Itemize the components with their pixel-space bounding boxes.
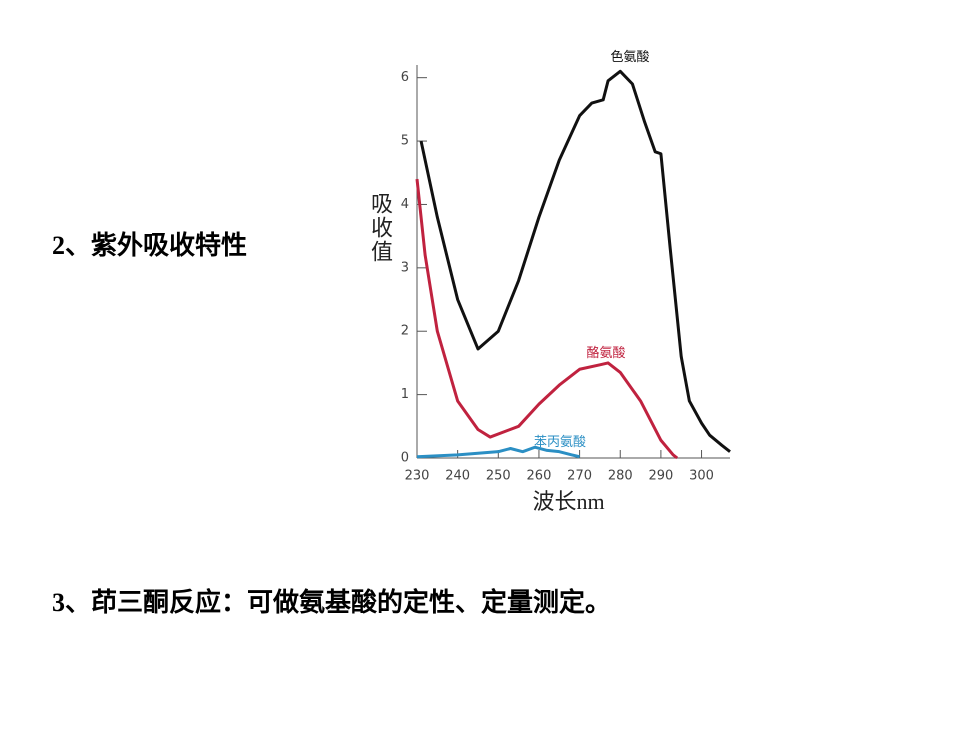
- x-tick-label: 270: [567, 469, 592, 484]
- y-tick-label: 2: [401, 324, 409, 339]
- y-axis-title: 吸收值: [368, 192, 393, 264]
- heading: 2、紫外吸收特性: [52, 230, 247, 260]
- series-label: 酪氨酸: [586, 345, 625, 360]
- data-line: [419, 69, 731, 453]
- data-line: [416, 445, 580, 459]
- series-label: 色氨酸: [610, 49, 649, 64]
- x-tick-label: 260: [527, 469, 552, 484]
- y-tick-label: 6: [401, 70, 409, 85]
- y-tick-label: 0: [401, 451, 409, 466]
- y-tick-label: 5: [401, 134, 409, 149]
- heading: 3、茚三酮反应：可做氨基酸的定性、定量测定。: [52, 587, 611, 617]
- data-line: [415, 178, 679, 460]
- x-tick-label: 230: [405, 469, 430, 484]
- x-tick-label: 240: [445, 469, 470, 484]
- x-tick-label: 280: [608, 469, 633, 484]
- y-tick-label: 3: [401, 260, 409, 275]
- y-tick-label: 1: [401, 387, 409, 402]
- y-tick-label: 4: [401, 197, 409, 212]
- series-label: 苯丙氨酸: [534, 434, 586, 449]
- x-tick-label: 300: [689, 469, 714, 484]
- x-tick-label: 250: [486, 469, 511, 484]
- x-tick-label: 290: [648, 469, 673, 484]
- chart: 0 1 2 3 4 5 6 230 240 250 260 270 280 290 300 波长nm 吸收值 色氨…: [368, 49, 731, 514]
- x-axis-title: 波长nm: [532, 489, 604, 514]
